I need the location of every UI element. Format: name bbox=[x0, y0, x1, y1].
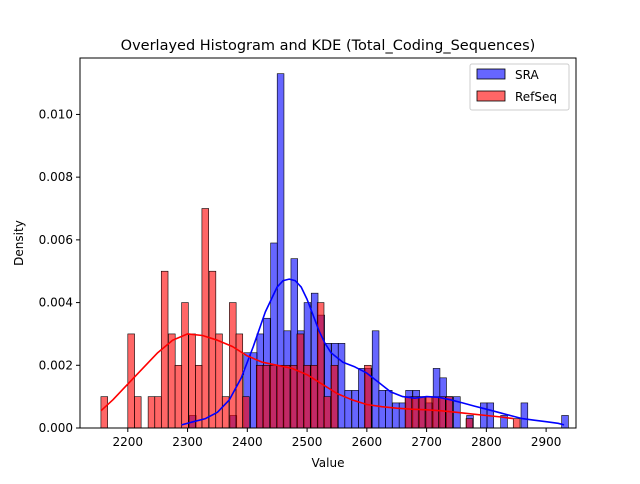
bar-sra-23 bbox=[385, 390, 393, 429]
bar-sra-22 bbox=[378, 390, 386, 429]
x-tick-label-2500: 2500 bbox=[292, 435, 323, 449]
bar-refseq-2 bbox=[134, 396, 142, 429]
y-tick-label-0: 0.000 bbox=[39, 421, 73, 435]
legend-label-sra: SRA bbox=[515, 68, 539, 82]
x-tick-label-2400: 2400 bbox=[232, 435, 263, 449]
bar-refseq-15 bbox=[229, 302, 237, 429]
x-ticks: 2200 2300 2400 2500 2600 2700 2800 2900 bbox=[113, 428, 562, 449]
chart-title: Overlayed Histogram and KDE (Total_Codin… bbox=[121, 38, 536, 54]
kde-line-refseq bbox=[100, 333, 514, 420]
bar-refseq-36 bbox=[438, 396, 446, 429]
bar-refseq-29 bbox=[330, 364, 339, 429]
bar-refseq-10 bbox=[195, 364, 203, 429]
x-tick-label-2300: 2300 bbox=[172, 435, 203, 449]
x-tick-label-2700: 2700 bbox=[411, 435, 442, 449]
kde-line-sra bbox=[181, 278, 565, 426]
bar-refseq-17 bbox=[242, 396, 250, 429]
bar-refseq-13 bbox=[215, 333, 223, 429]
bar-refseq-26 bbox=[310, 364, 318, 429]
bar-refseq-4 bbox=[154, 396, 162, 429]
bar-refseq-22 bbox=[282, 364, 291, 429]
y-tick-label-1: 0.002 bbox=[39, 358, 73, 372]
bar-refseq-35 bbox=[431, 396, 440, 429]
y-axis-label: Density bbox=[12, 220, 26, 266]
bar-refseq-39 bbox=[512, 418, 521, 429]
x-tick-label-2900: 2900 bbox=[531, 435, 562, 449]
bar-refseq-31 bbox=[404, 396, 413, 429]
bar-refseq-28 bbox=[323, 396, 331, 429]
bar-refseq-8 bbox=[181, 302, 189, 429]
bar-refseq-32 bbox=[411, 396, 419, 429]
y-tick-label-3: 0.006 bbox=[39, 233, 73, 247]
bar-refseq-19 bbox=[262, 364, 270, 429]
bar-refseq-27 bbox=[316, 302, 325, 429]
bar-refseq-23 bbox=[290, 364, 298, 429]
legend-swatch-sra bbox=[476, 68, 506, 80]
bar-sra-38 bbox=[520, 402, 529, 429]
bar-refseq-38 bbox=[465, 418, 474, 429]
bar-sra-17 bbox=[344, 390, 352, 429]
bar-refseq-0 bbox=[100, 396, 108, 429]
legend-swatch-refseq bbox=[476, 90, 506, 102]
bar-refseq-21 bbox=[276, 364, 284, 429]
y-tick-label-2: 0.004 bbox=[39, 296, 73, 310]
y-tick-label-4: 0.008 bbox=[39, 170, 73, 184]
bar-refseq-33 bbox=[417, 396, 426, 429]
legend-label-refseq: RefSeq bbox=[515, 90, 557, 104]
bar-refseq-24 bbox=[296, 333, 304, 429]
bar-refseq-20 bbox=[269, 364, 278, 429]
x-tick-label-2200: 2200 bbox=[113, 435, 144, 449]
bar-refseq-6 bbox=[168, 333, 176, 429]
y-ticks: 0.000 0.002 0.004 0.006 0.008 0.010 bbox=[39, 107, 80, 435]
bar-refseq-7 bbox=[174, 364, 183, 429]
bar-sra-24 bbox=[392, 402, 400, 429]
bar-refseq-11 bbox=[201, 208, 209, 429]
bar-refseq-18 bbox=[255, 364, 264, 429]
y-tick-label-5: 0.010 bbox=[39, 107, 73, 121]
bar-sra-39 bbox=[561, 415, 569, 429]
bar-refseq-9 bbox=[188, 333, 196, 429]
plot-frame bbox=[79, 57, 577, 429]
x-axis-label: Value bbox=[312, 456, 345, 470]
x-tick-label-2800: 2800 bbox=[471, 435, 502, 449]
bar-refseq-34 bbox=[425, 396, 433, 429]
bar-sra-18 bbox=[351, 390, 359, 429]
bar-refseq-3 bbox=[147, 396, 156, 429]
kde-layer bbox=[100, 278, 565, 426]
x-tick-label-2600: 2600 bbox=[352, 435, 383, 449]
bar-refseq-12 bbox=[208, 270, 217, 429]
legend: SRA RefSeq bbox=[469, 63, 570, 111]
bar-sra-16 bbox=[337, 343, 346, 429]
